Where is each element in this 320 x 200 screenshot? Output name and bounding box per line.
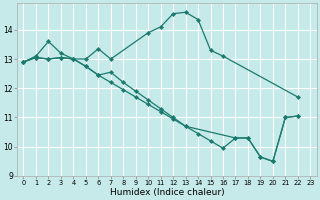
X-axis label: Humidex (Indice chaleur): Humidex (Indice chaleur) [109, 188, 224, 197]
